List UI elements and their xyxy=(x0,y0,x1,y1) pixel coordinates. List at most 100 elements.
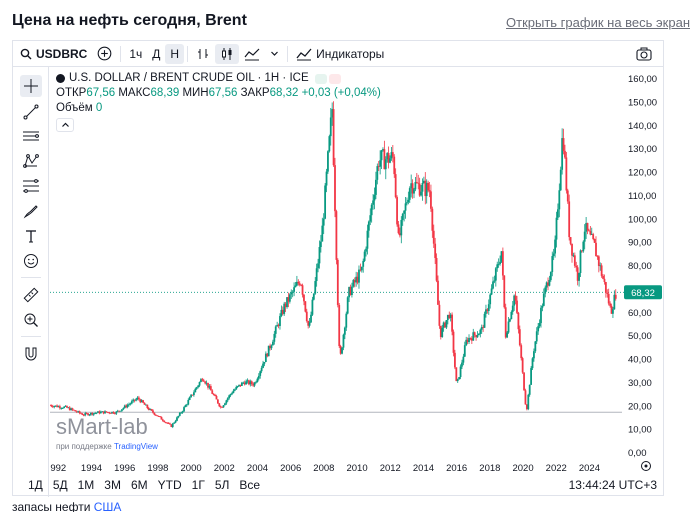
indicators-button[interactable]: Индикаторы xyxy=(291,41,389,67)
candle-body[interactable] xyxy=(197,385,200,388)
candle-body[interactable] xyxy=(336,259,339,306)
candle-body[interactable] xyxy=(85,413,88,414)
candle-body[interactable] xyxy=(273,333,276,342)
bar-style-button[interactable] xyxy=(191,41,215,67)
candle-body[interactable] xyxy=(458,377,461,380)
candle-body[interactable] xyxy=(530,368,532,385)
candle-body[interactable] xyxy=(200,379,202,383)
candle-body[interactable] xyxy=(607,293,610,304)
candle-body[interactable] xyxy=(521,358,524,373)
candle-body[interactable] xyxy=(160,416,163,420)
candle-body[interactable] xyxy=(318,247,321,264)
candle-body[interactable] xyxy=(133,399,136,401)
candle-body[interactable] xyxy=(555,217,558,240)
candle-body[interactable] xyxy=(568,201,571,238)
candle-body[interactable] xyxy=(50,405,53,407)
candle-body[interactable] xyxy=(548,279,551,286)
candle-body[interactable] xyxy=(176,417,178,421)
candle-body[interactable] xyxy=(398,233,401,236)
candle-body[interactable] xyxy=(358,269,360,283)
candle-body[interactable] xyxy=(126,404,129,408)
candle-body[interactable] xyxy=(205,382,208,384)
candle-body[interactable] xyxy=(242,382,245,384)
candle-body[interactable] xyxy=(125,405,128,408)
candle-body[interactable] xyxy=(183,407,185,412)
brush-tool[interactable] xyxy=(20,200,42,222)
candle-body[interactable] xyxy=(277,324,280,326)
candle-body[interactable] xyxy=(406,202,408,204)
fib-tool[interactable] xyxy=(20,175,42,197)
candle-body[interactable] xyxy=(171,423,174,427)
candle-body[interactable] xyxy=(209,386,212,391)
candle-body[interactable] xyxy=(215,396,218,400)
candle-body[interactable] xyxy=(448,314,451,319)
candle-body[interactable] xyxy=(232,390,235,394)
candle-body[interactable] xyxy=(169,423,171,425)
candle-body[interactable] xyxy=(238,384,240,387)
range-3m[interactable]: 3М xyxy=(104,478,121,492)
candle-body[interactable] xyxy=(547,282,549,286)
candle-body[interactable] xyxy=(57,406,60,408)
candle-body[interactable] xyxy=(571,243,573,256)
candle-body[interactable] xyxy=(142,400,145,403)
candle-body[interactable] xyxy=(276,324,279,327)
candle-body[interactable] xyxy=(461,362,463,367)
candle-body[interactable] xyxy=(118,410,121,412)
candle-body[interactable] xyxy=(343,327,346,335)
candle-body[interactable] xyxy=(54,405,57,407)
candle-body[interactable] xyxy=(84,413,87,416)
candle-body[interactable] xyxy=(370,204,373,216)
candle-body[interactable] xyxy=(518,329,521,346)
candle-body[interactable] xyxy=(603,278,606,283)
candle-body[interactable] xyxy=(384,159,387,170)
candle-body[interactable] xyxy=(441,327,444,338)
candle-body[interactable] xyxy=(583,231,586,242)
candle-body[interactable] xyxy=(422,180,425,184)
candle-body[interactable] xyxy=(589,231,592,235)
candle-body[interactable] xyxy=(295,281,298,286)
candle-body[interactable] xyxy=(170,424,173,427)
candle-body[interactable] xyxy=(421,183,424,192)
candle-body[interactable] xyxy=(71,408,74,410)
candle-body[interactable] xyxy=(513,295,516,306)
candle-body[interactable] xyxy=(161,419,164,421)
candle-body[interactable] xyxy=(211,390,214,394)
candle-body[interactable] xyxy=(486,309,489,311)
candle-body[interactable] xyxy=(329,117,332,137)
candle-body[interactable] xyxy=(480,327,483,330)
candle-body[interactable] xyxy=(91,412,94,415)
candle-body[interactable] xyxy=(112,411,115,414)
candle-body[interactable] xyxy=(413,189,415,194)
candle-body[interactable] xyxy=(430,191,432,209)
candle-body[interactable] xyxy=(597,256,600,266)
candle-body[interactable] xyxy=(269,345,271,349)
candle-body[interactable] xyxy=(139,399,142,403)
candle-body[interactable] xyxy=(554,239,556,254)
candle-body[interactable] xyxy=(566,190,569,202)
compare-button[interactable] xyxy=(92,41,117,67)
candle-body[interactable] xyxy=(87,413,89,416)
candle-body[interactable] xyxy=(173,422,176,424)
candle-body[interactable] xyxy=(473,332,476,336)
candle-body[interactable] xyxy=(475,335,477,338)
candle-body[interactable] xyxy=(253,382,256,386)
candle-body[interactable] xyxy=(511,305,514,312)
candle-body[interactable] xyxy=(445,320,448,328)
candle-body[interactable] xyxy=(246,380,249,382)
market-status-badge[interactable] xyxy=(314,73,341,84)
candle-body[interactable] xyxy=(454,352,456,368)
candle-body[interactable] xyxy=(229,394,232,396)
candle-body[interactable] xyxy=(150,409,153,411)
candle-body[interactable] xyxy=(332,109,335,166)
candle-body[interactable] xyxy=(452,331,455,353)
candle-body[interactable] xyxy=(327,151,329,172)
candle-body[interactable] xyxy=(88,414,91,416)
candle-body[interactable] xyxy=(415,182,418,183)
candle-body[interactable] xyxy=(504,307,507,338)
candle-body[interactable] xyxy=(136,397,139,400)
candle-body[interactable] xyxy=(393,156,396,175)
candle-body[interactable] xyxy=(483,313,486,328)
candle-body[interactable] xyxy=(82,414,85,416)
candle-body[interactable] xyxy=(129,403,132,405)
candle-body[interactable] xyxy=(301,285,304,295)
